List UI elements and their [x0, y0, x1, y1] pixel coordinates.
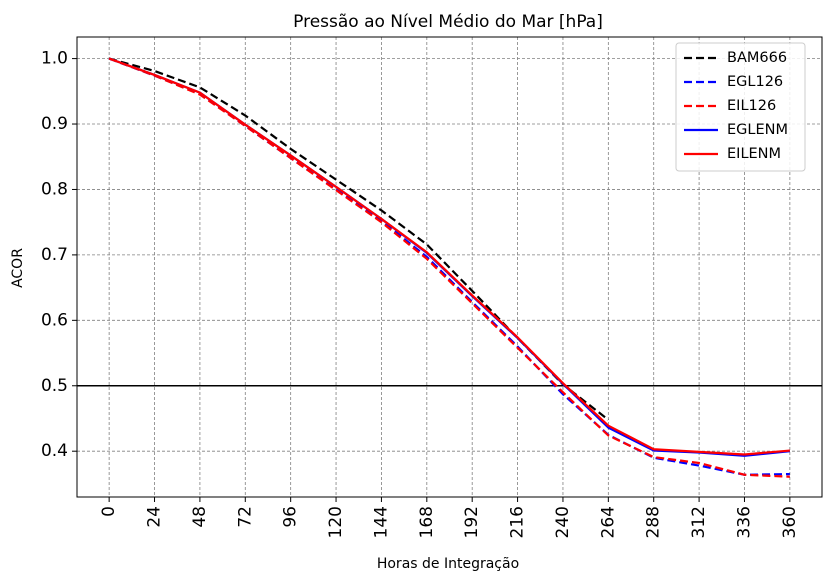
y-tick-label: 0.9 [41, 114, 68, 134]
x-tick-label: 360 [780, 506, 800, 538]
x-tick-label: 72 [235, 506, 255, 528]
series-line-eil126 [108, 57, 790, 478]
y-tick-label: 0.7 [41, 245, 68, 265]
x-axis: 0 24 48 72 96 120 144 168 192 216 240 264 288 312 336 3… [99, 497, 800, 538]
y-axis: 0.4 0.5 0.6 0.7 0.8 0.9 1.0 [41, 49, 77, 461]
legend-box [675, 42, 806, 172]
x-tick-label: 312 [689, 506, 709, 538]
x-tick-label: 288 [644, 506, 664, 538]
x-tick-label: 144 [371, 506, 391, 538]
x-tick-label: 96 [281, 506, 301, 528]
legend-label: EGL126 [727, 74, 783, 90]
series-line-bam666 [108, 57, 610, 421]
y-tick-label: 0.4 [41, 441, 68, 461]
series-line-eilenm [108, 57, 790, 456]
legend: BAM666 EGL126 EIL126 EGLENM EILENM [675, 42, 806, 172]
x-tick-label: 264 [598, 506, 618, 538]
x-axis-label: Horas de Integração [377, 556, 519, 572]
x-tick-label: 0 [99, 506, 119, 517]
legend-label: EILENM [727, 146, 781, 162]
x-tick-label: 48 [190, 506, 210, 528]
x-tick-label: 240 [553, 506, 573, 538]
x-tick-label: 120 [326, 506, 346, 538]
y-tick-label: 0.5 [41, 376, 68, 396]
x-tick-label: 168 [417, 506, 437, 538]
x-tick-label: 216 [508, 506, 528, 538]
y-tick-label: 0.6 [41, 310, 68, 330]
series-layer [108, 57, 790, 478]
x-tick-label: 336 [734, 506, 754, 538]
y-axis-label: ACOR [10, 248, 26, 288]
x-tick-label: 24 [145, 506, 165, 528]
legend-label: EGLENM [727, 122, 788, 138]
chart-title: Pressão ao Nível Médio do Mar [hPa] [293, 12, 603, 32]
legend-label: BAM666 [727, 50, 787, 66]
legend-label: EIL126 [727, 98, 776, 114]
x-tick-label: 192 [462, 506, 482, 538]
y-tick-label: 1.0 [41, 49, 68, 69]
plot-frame [76, 36, 823, 498]
y-tick-label: 0.8 [41, 179, 68, 199]
